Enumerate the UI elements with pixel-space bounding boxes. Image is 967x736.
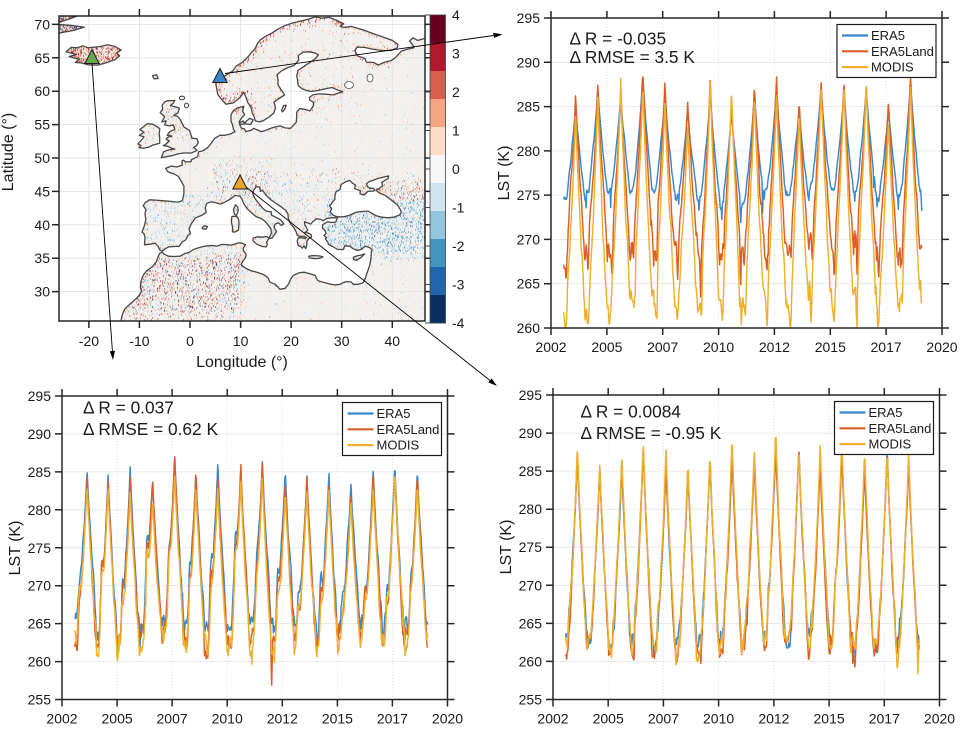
svg-text:2002: 2002 [46,711,77,727]
svg-text:Latitude (°): Latitude (°) [0,113,17,191]
svg-text:285: 285 [28,464,52,480]
svg-text:2015: 2015 [814,711,845,727]
svg-text:Δ R = 0.0084: Δ R = 0.0084 [581,401,682,421]
svg-text:265: 265 [28,616,52,632]
svg-text:275: 275 [517,187,541,203]
svg-text:20: 20 [283,333,299,349]
svg-text:Δ R = 0.037: Δ R = 0.037 [83,398,174,418]
svg-text:2015: 2015 [815,339,846,355]
svg-text:ERA5: ERA5 [871,28,905,43]
svg-text:265: 265 [517,276,541,292]
svg-text:10: 10 [233,333,249,349]
svg-text:265: 265 [519,615,543,631]
svg-text:280: 280 [28,502,52,518]
svg-text:MODIS: MODIS [871,60,914,75]
svg-text:LST (K): LST (K) [498,520,515,575]
svg-text:2020: 2020 [924,711,955,727]
svg-text:Δ RMSE = -0.95 K: Δ RMSE = -0.95 K [581,423,722,443]
svg-text:3: 3 [452,46,460,62]
svg-text:275: 275 [28,540,52,556]
svg-text:280: 280 [519,501,543,517]
svg-text:255: 255 [28,692,52,708]
svg-text:ERA5Land: ERA5Land [871,44,934,59]
svg-text:2002: 2002 [535,339,566,355]
svg-text:295: 295 [517,10,541,26]
svg-text:LST (K): LST (K) [496,146,513,201]
svg-text:-10: -10 [129,333,149,349]
svg-text:50: 50 [34,150,50,166]
svg-text:-20: -20 [79,333,99,349]
svg-text:LST (K): LST (K) [7,521,24,576]
svg-text:260: 260 [517,320,541,336]
svg-text:60: 60 [34,83,50,99]
svg-text:MODIS: MODIS [377,438,420,453]
svg-text:285: 285 [517,99,541,115]
svg-text:70: 70 [34,16,50,32]
svg-text:2017: 2017 [377,711,408,727]
svg-text:ERA5: ERA5 [869,405,903,420]
svg-text:295: 295 [28,388,52,404]
svg-text:-3: -3 [452,277,465,293]
svg-text:275: 275 [519,539,543,555]
svg-text:MODIS: MODIS [869,437,912,452]
svg-text:Δ RMSE = 0.62 K: Δ RMSE = 0.62 K [83,419,218,439]
svg-text:2010: 2010 [703,711,734,727]
svg-text:2012: 2012 [759,339,790,355]
svg-text:2012: 2012 [758,711,789,727]
svg-text:2: 2 [452,84,460,100]
svg-text:2020: 2020 [926,339,957,355]
svg-text:2020: 2020 [432,711,463,727]
svg-text:2007: 2007 [157,711,188,727]
svg-text:2005: 2005 [591,339,622,355]
svg-text:45: 45 [34,183,50,199]
svg-text:2010: 2010 [212,711,243,727]
svg-text:65: 65 [34,50,50,66]
svg-text:290: 290 [28,426,52,442]
svg-text:270: 270 [517,231,541,247]
svg-text:260: 260 [28,654,52,670]
svg-text:2007: 2007 [647,339,678,355]
svg-text:255: 255 [519,692,543,708]
svg-text:260: 260 [519,653,543,669]
svg-text:2017: 2017 [871,339,902,355]
svg-text:30: 30 [334,333,350,349]
svg-text:-1: -1 [452,200,465,216]
svg-text:290: 290 [519,425,543,441]
svg-text:35: 35 [34,250,50,266]
svg-text:270: 270 [28,578,52,594]
svg-text:40: 40 [385,333,401,349]
svg-text:Longitude (°): Longitude (°) [196,354,288,371]
svg-text:0: 0 [452,161,460,177]
svg-text:280: 280 [517,143,541,159]
svg-text:2005: 2005 [102,711,133,727]
svg-text:2012: 2012 [267,711,298,727]
svg-text:2002: 2002 [537,711,568,727]
svg-text:0: 0 [186,333,194,349]
svg-text:40: 40 [34,217,50,233]
svg-text:4: 4 [452,7,460,23]
svg-text:285: 285 [519,463,543,479]
svg-text:2010: 2010 [703,339,734,355]
svg-text:2017: 2017 [869,711,900,727]
svg-text:-2: -2 [452,238,465,254]
svg-text:2005: 2005 [593,711,624,727]
svg-text:ERA5Land: ERA5Land [377,422,440,437]
svg-text:270: 270 [519,577,543,593]
svg-text:-4: -4 [452,315,465,331]
svg-text:290: 290 [517,54,541,70]
svg-text:ERA5Land: ERA5Land [869,421,932,436]
svg-text:1: 1 [452,123,460,139]
svg-text:30: 30 [34,284,50,300]
svg-text:Δ RMSE = 3.5 K: Δ RMSE = 3.5 K [570,47,696,67]
svg-text:55: 55 [34,117,50,133]
svg-text:2015: 2015 [322,711,353,727]
svg-text:ERA5: ERA5 [377,406,411,421]
svg-text:Δ R = -0.035: Δ R = -0.035 [570,29,667,49]
svg-text:295: 295 [519,387,543,403]
svg-text:2007: 2007 [648,711,679,727]
